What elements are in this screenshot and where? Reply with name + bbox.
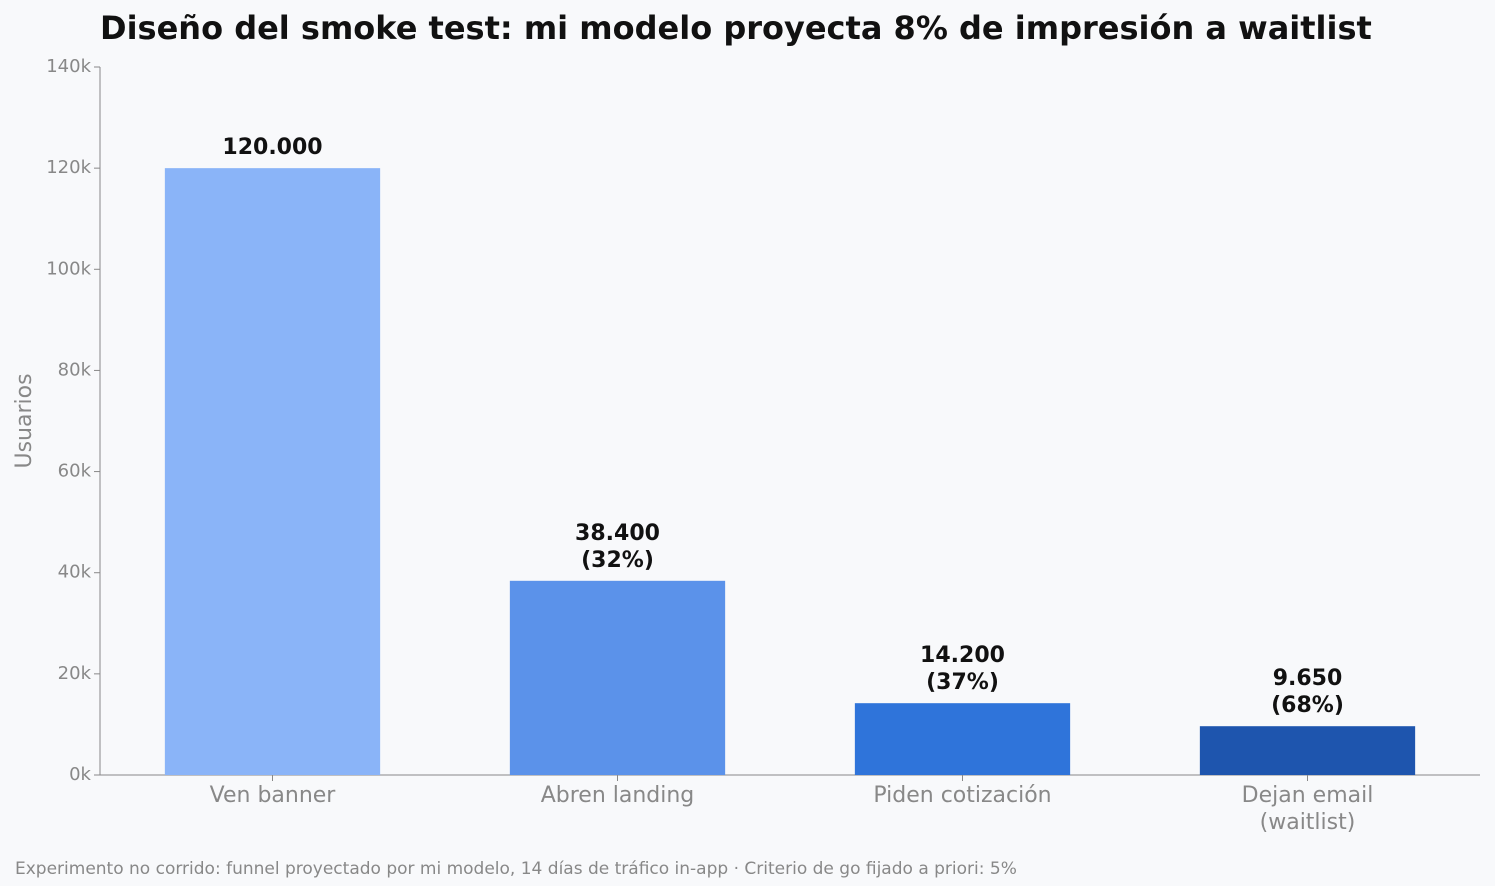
y-tick-label: 100k bbox=[46, 258, 91, 279]
bar bbox=[854, 703, 1071, 775]
x-tick-label: Abren landing bbox=[541, 783, 695, 808]
x-tick-label: Dejan email (waitlist) bbox=[1242, 783, 1374, 835]
footnote: Experimento no corrido: funnel proyectad… bbox=[15, 859, 1017, 879]
y-tick-label: 140k bbox=[46, 56, 91, 77]
bar bbox=[1199, 726, 1416, 775]
y-axis-label: Usuarios bbox=[12, 373, 37, 468]
value-label: 9.650 (68%) bbox=[1271, 666, 1344, 718]
value-label: 120.000 bbox=[222, 135, 322, 160]
y-tick-label: 80k bbox=[58, 359, 92, 380]
value-label: 38.400 (32%) bbox=[575, 521, 660, 573]
bar bbox=[509, 580, 726, 775]
y-tick-label: 60k bbox=[58, 461, 92, 482]
bar bbox=[164, 168, 381, 776]
y-tick-label: 120k bbox=[46, 157, 91, 178]
value-label: 14.200 (37%) bbox=[920, 643, 1005, 695]
chart-title: Diseño del smoke test: mi modelo proyect… bbox=[100, 9, 1372, 47]
y-tick-label: 20k bbox=[58, 663, 92, 684]
x-tick-label: Piden cotización bbox=[873, 783, 1051, 808]
x-tick-label: Ven banner bbox=[210, 783, 337, 808]
y-tick-label: 0k bbox=[69, 764, 91, 785]
y-tick-label: 40k bbox=[58, 562, 92, 583]
